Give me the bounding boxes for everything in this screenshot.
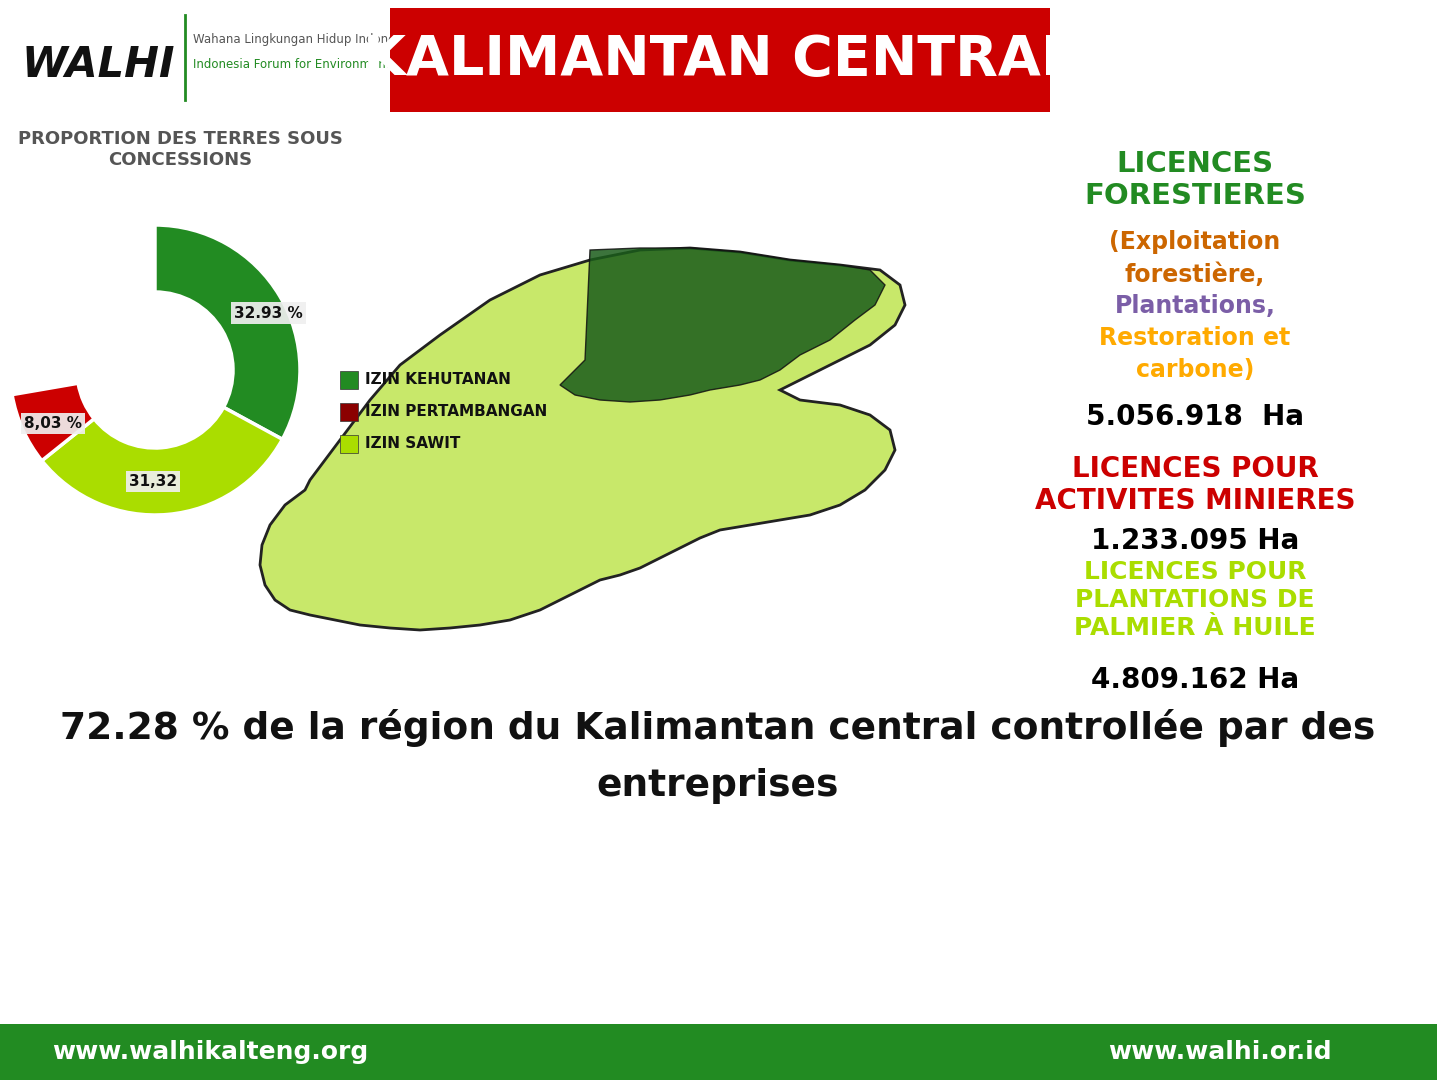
- FancyBboxPatch shape: [0, 1024, 1437, 1080]
- FancyBboxPatch shape: [341, 372, 358, 389]
- Wedge shape: [155, 225, 300, 440]
- Text: 72.28 % de la région du Kalimantan central controllée par des: 72.28 % de la région du Kalimantan centr…: [60, 708, 1375, 747]
- FancyBboxPatch shape: [341, 435, 358, 453]
- Text: 1.233.095 Ha: 1.233.095 Ha: [1091, 527, 1299, 555]
- Text: 8,03 %: 8,03 %: [24, 416, 82, 431]
- Text: Indonesia Forum for Environment: Indonesia Forum for Environment: [193, 58, 391, 71]
- FancyBboxPatch shape: [341, 403, 358, 421]
- Text: KALIMANTAN CENTRAL: KALIMANTAN CENTRAL: [364, 33, 1076, 87]
- Text: (Exploitation: (Exploitation: [1109, 230, 1280, 254]
- Text: 4.809.162 Ha: 4.809.162 Ha: [1091, 666, 1299, 694]
- Text: IZIN PERTAMBANGAN: IZIN PERTAMBANGAN: [365, 404, 547, 418]
- Text: LICENCES POUR
PLANTATIONS DE
PALMIER À HUILE: LICENCES POUR PLANTATIONS DE PALMIER À H…: [1075, 561, 1316, 639]
- Text: 32.93 %: 32.93 %: [234, 306, 303, 321]
- Text: Wahana Lingkungan Hidup Indonesia: Wahana Lingkungan Hidup Indonesia: [193, 33, 412, 46]
- Text: LICENCES POUR
ACTIVITES MINIERES: LICENCES POUR ACTIVITES MINIERES: [1035, 455, 1355, 515]
- Text: WALHI: WALHI: [22, 44, 175, 86]
- Text: Restoration et: Restoration et: [1099, 326, 1290, 350]
- Text: www.walhi.or.id: www.walhi.or.id: [1108, 1040, 1332, 1064]
- Text: www.walhikalteng.org: www.walhikalteng.org: [52, 1040, 368, 1064]
- Text: PROPORTION DES TERRES SOUS
CONCESSIONS: PROPORTION DES TERRES SOUS CONCESSIONS: [17, 130, 342, 168]
- Wedge shape: [42, 407, 282, 515]
- Text: 5.056.918  Ha: 5.056.918 Ha: [1086, 403, 1303, 431]
- Text: Plantations,: Plantations,: [1115, 294, 1276, 318]
- Polygon shape: [560, 248, 885, 402]
- Circle shape: [78, 292, 233, 448]
- Polygon shape: [260, 248, 905, 630]
- FancyBboxPatch shape: [389, 8, 1050, 112]
- Wedge shape: [11, 383, 95, 461]
- Text: LICENCES
FORESTIERES: LICENCES FORESTIERES: [1083, 150, 1306, 211]
- Text: IZIN SAWIT: IZIN SAWIT: [365, 435, 460, 450]
- Text: 31,32: 31,32: [129, 473, 177, 488]
- Text: IZIN KEHUTANAN: IZIN KEHUTANAN: [365, 372, 512, 387]
- Text: carbone): carbone): [1135, 357, 1255, 382]
- Text: forestière,: forestière,: [1125, 262, 1265, 286]
- Text: entreprises: entreprises: [596, 768, 839, 804]
